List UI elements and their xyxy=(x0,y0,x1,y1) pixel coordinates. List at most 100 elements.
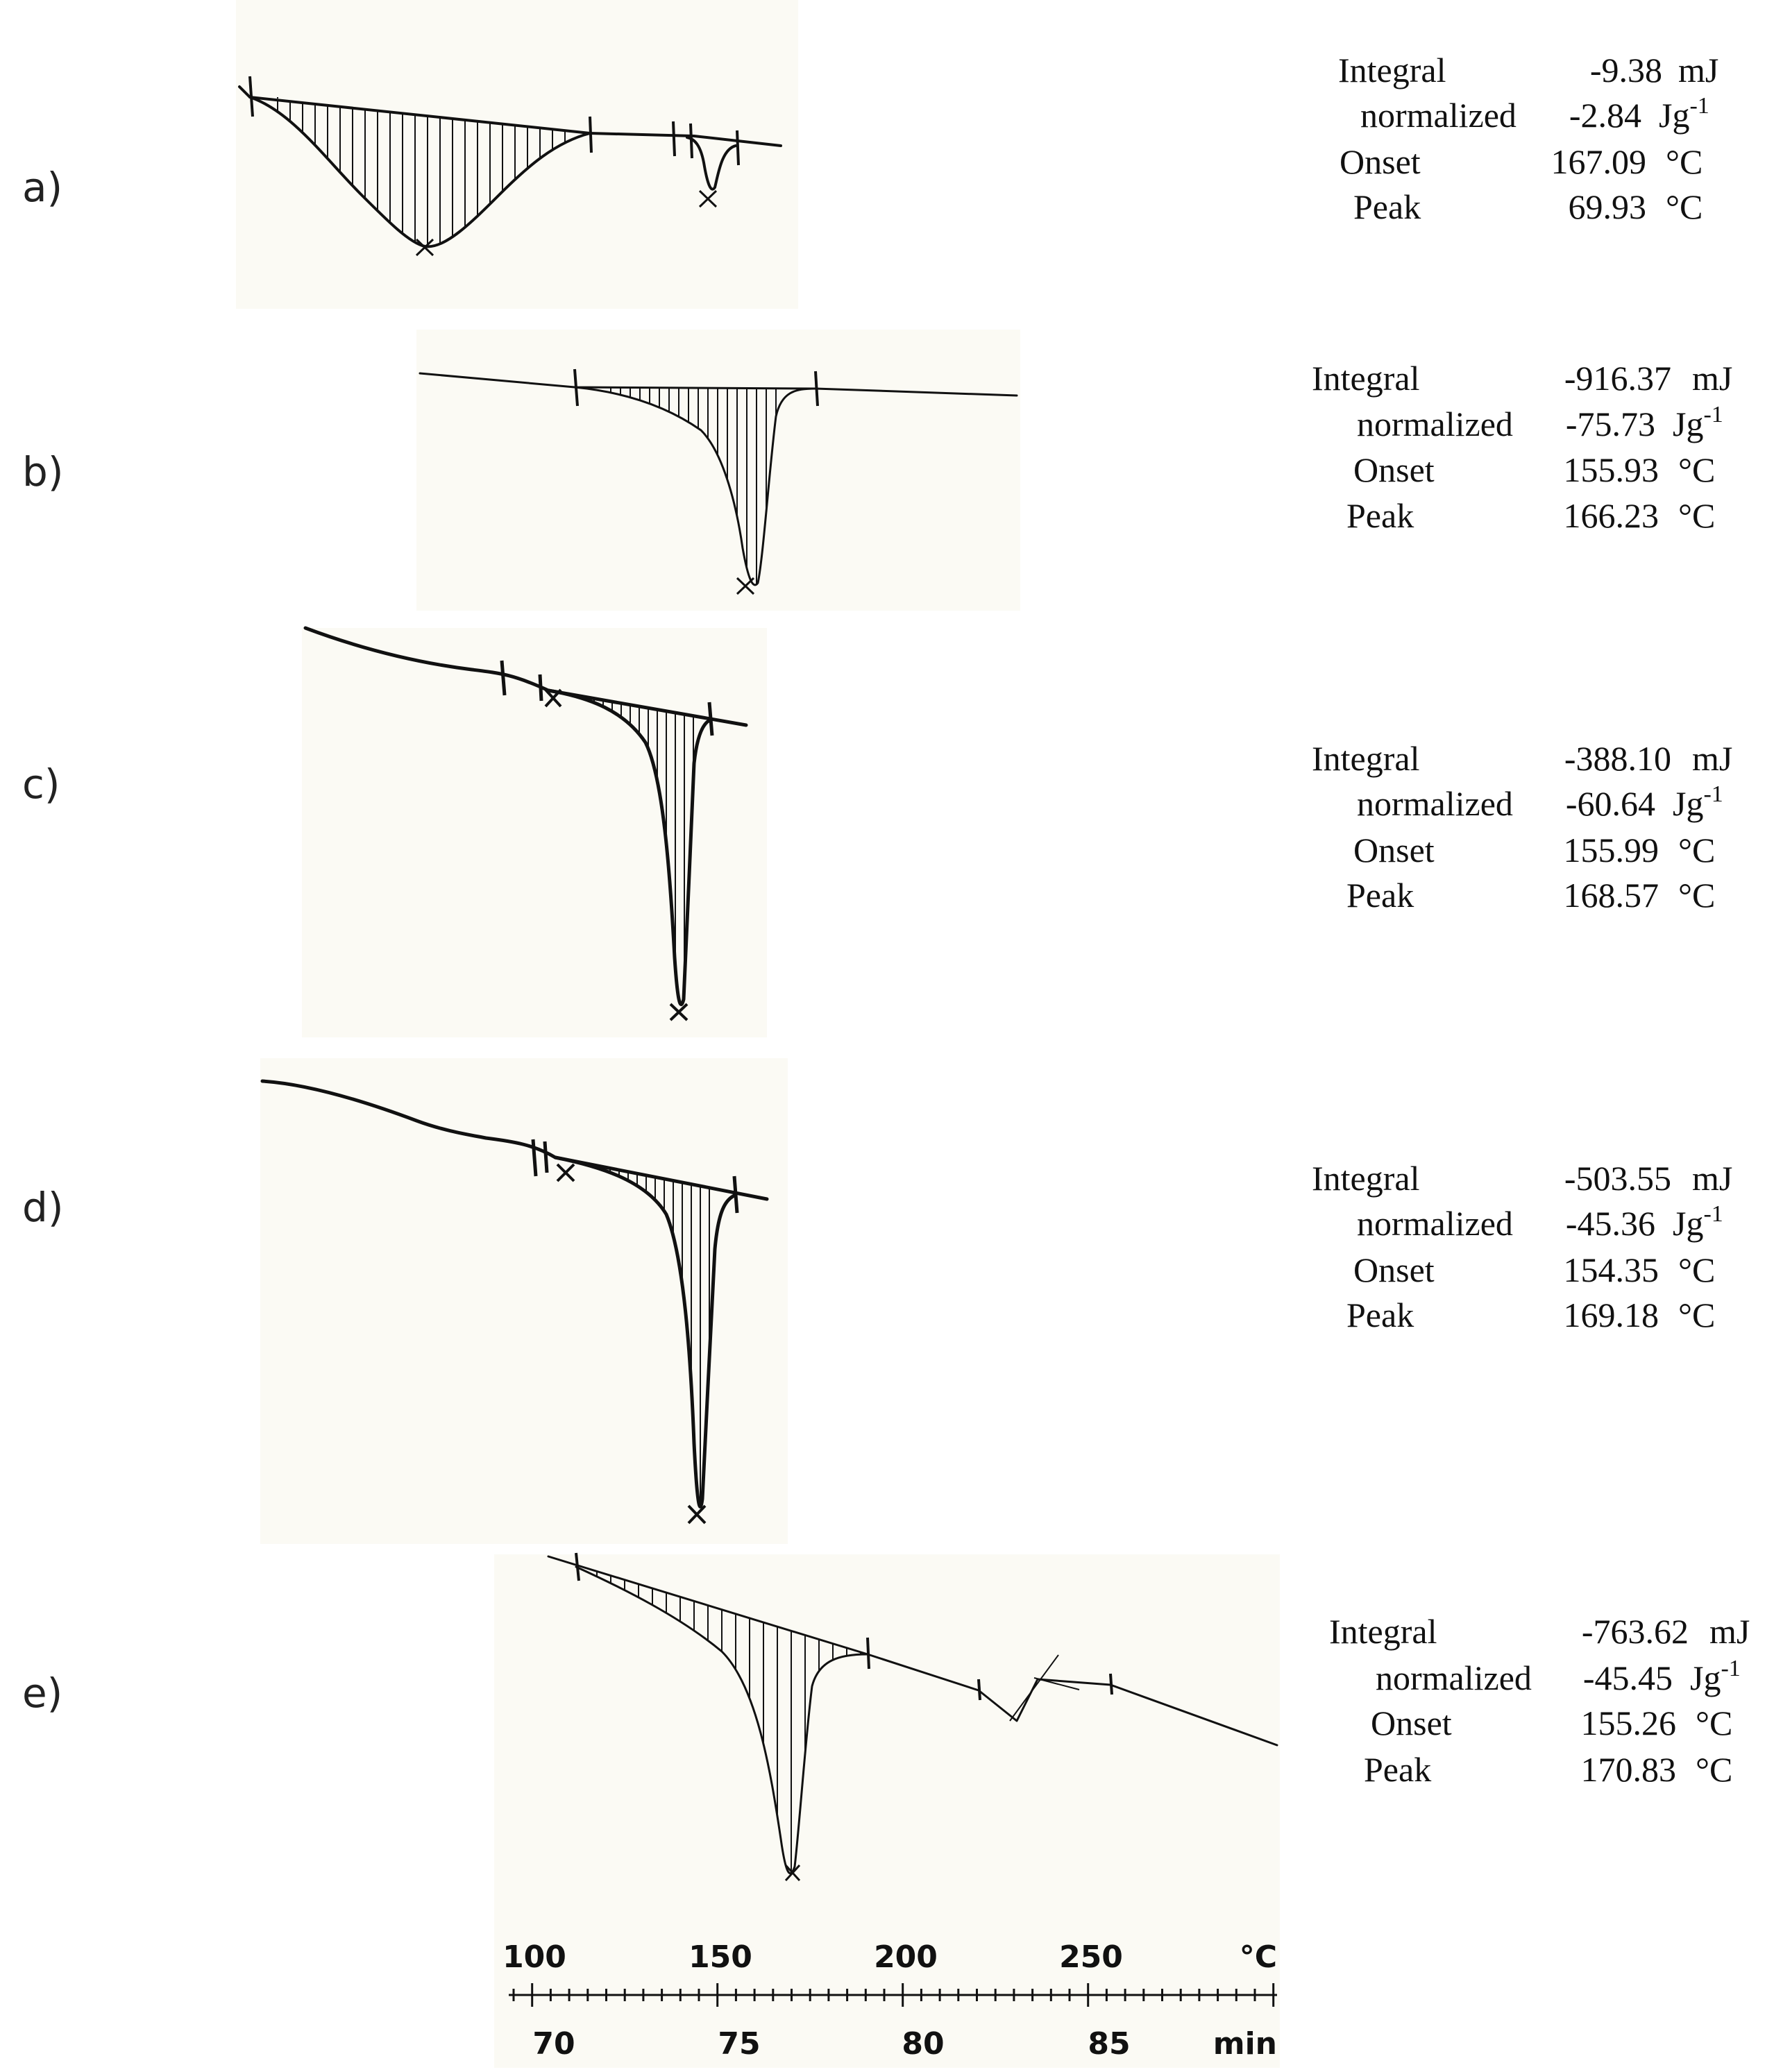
panel-b-normalized-unit: Jg-1 xyxy=(1673,402,1723,443)
panel-a-background xyxy=(236,0,798,309)
panel-d-peak-label: Peak xyxy=(1346,1296,1414,1334)
panel-c-label: c) xyxy=(22,761,60,808)
x-axis-ticks xyxy=(512,1983,1275,2007)
panel-d: d) Integral normalized Onset Peak -503.5… xyxy=(22,1058,1732,1544)
panel-c-markers xyxy=(500,660,714,1021)
panel-d-peak-value: 169.18 xyxy=(1564,1296,1659,1334)
panel-d-onset-unit: °C xyxy=(1678,1250,1715,1289)
panel-d-integral-label: Integral xyxy=(1312,1159,1419,1198)
panel-b-peak-curve xyxy=(573,386,817,586)
panel-c-onset-unit: °C xyxy=(1678,831,1715,869)
temp-tick-150: 150 xyxy=(689,1939,752,1975)
panel-a-label: a) xyxy=(22,164,62,211)
panel-e-integral-unit: mJ xyxy=(1709,1612,1750,1651)
time-tick-80: 80 xyxy=(902,2026,944,2062)
panel-d-results-table: Integral normalized Onset Peak -503.55 -… xyxy=(1312,1159,1732,1334)
panel-c: c) Integral normalized Onset Peak -388.1… xyxy=(22,626,1732,1037)
panel-a-onset-label: Onset xyxy=(1340,142,1421,181)
panel-b-onset-unit: °C xyxy=(1678,450,1715,489)
panel-e-background xyxy=(494,1554,1280,2068)
panel-c-results-table: Integral normalized Onset Peak -388.10 -… xyxy=(1312,739,1732,915)
temp-tick-250: 250 xyxy=(1059,1939,1123,1975)
panel-a-onset-value: 167.09 xyxy=(1551,142,1647,181)
panel-d-normalized-unit: Jg-1 xyxy=(1673,1201,1723,1243)
panel-a-integral-label: Integral xyxy=(1338,51,1446,90)
panel-d-integral-value: -503.55 xyxy=(1564,1159,1671,1198)
panel-a-integral-unit: mJ xyxy=(1678,51,1718,90)
panel-d-hatch xyxy=(600,1166,710,1507)
temp-tick-100: 100 xyxy=(502,1939,566,1975)
panel-b-peak-label: Peak xyxy=(1346,496,1414,535)
panel-c-onset-value: 155.99 xyxy=(1564,831,1659,869)
panel-c-integral-unit: mJ xyxy=(1692,739,1732,778)
panel-a-normalized-unit: Jg-1 xyxy=(1659,93,1709,135)
panel-a-results-table: Integral normalized Onset Peak -9.38 -2.… xyxy=(1338,51,1718,226)
panel-b-peak-unit: °C xyxy=(1678,496,1715,535)
panel-c-onset-label: Onset xyxy=(1353,831,1435,869)
panel-b-label: b) xyxy=(22,448,63,495)
time-tick-85: 85 xyxy=(1088,2026,1130,2062)
panel-e-normalized-unit: Jg-1 xyxy=(1690,1656,1741,1697)
panel-e-peak-label: Peak xyxy=(1364,1750,1431,1789)
x-axis: 100 150 200 250 °C 70 75 80 85 min xyxy=(502,1939,1277,2062)
panel-e-peak-curve xyxy=(575,1565,869,1875)
panel-d-peak-curve xyxy=(553,1155,738,1509)
panel-e-onset-value: 155.26 xyxy=(1581,1704,1677,1742)
panel-d-normalized-value: -45.36 xyxy=(1566,1204,1655,1243)
panel-c-normalized-value: -60.64 xyxy=(1566,784,1655,823)
panel-e-markers xyxy=(575,1552,1113,1882)
panel-e-results-table: Integral normalized Onset Peak -763.62 -… xyxy=(1329,1612,1750,1789)
panel-c-integral-value: -388.10 xyxy=(1564,739,1671,778)
panel-d-onset-value: 154.35 xyxy=(1564,1250,1659,1289)
panel-d-integral-unit: mJ xyxy=(1692,1159,1732,1198)
panel-d-markers xyxy=(531,1139,739,1525)
time-tick-75: 75 xyxy=(718,2026,760,2062)
panel-c-peak-label: Peak xyxy=(1346,876,1414,915)
panel-d-normalized-label: normalized xyxy=(1357,1204,1513,1243)
panel-d-peak-unit: °C xyxy=(1678,1296,1715,1334)
panel-e: e) Integral normalized Onset Peak -763.6… xyxy=(22,1552,1750,2068)
panel-e-onset-unit: °C xyxy=(1696,1704,1732,1742)
panel-a-peak-label: Peak xyxy=(1353,187,1421,226)
panel-b-normalized-value: -75.73 xyxy=(1566,405,1655,443)
panel-a-onset-unit: °C xyxy=(1666,142,1703,181)
temp-unit: °C xyxy=(1240,1939,1277,1975)
panel-b-onset-label: Onset xyxy=(1353,450,1435,489)
panel-c-normalized-label: normalized xyxy=(1357,784,1513,823)
panel-e-peak-unit: °C xyxy=(1696,1750,1732,1789)
panel-d-baseline xyxy=(260,1079,769,1201)
panel-a-peak-unit: °C xyxy=(1666,187,1703,226)
panel-a-peak-value: 69.93 xyxy=(1569,187,1647,226)
time-unit: min xyxy=(1213,2026,1277,2062)
panel-a-small-peak-curve xyxy=(686,136,737,191)
panel-b-baseline xyxy=(419,372,1018,397)
panel-b-markers xyxy=(573,368,819,595)
panel-c-peak-curve xyxy=(546,688,713,1006)
panel-c-background xyxy=(302,628,767,1037)
panel-a-normalized-value: -2.84 xyxy=(1569,96,1641,135)
panel-b-onset-value: 155.93 xyxy=(1564,450,1659,489)
panel-b: b) Integral normalized Onset Peak -916.3… xyxy=(22,330,1732,611)
panel-c-peak-unit: °C xyxy=(1678,876,1715,915)
panel-e-integral-label: Integral xyxy=(1329,1612,1437,1651)
panel-b-peak-value: 166.23 xyxy=(1564,496,1659,535)
panel-b-normalized-label: normalized xyxy=(1357,405,1513,443)
panel-a-normalized-label: normalized xyxy=(1360,96,1517,135)
panel-e-label: e) xyxy=(22,1670,62,1717)
temp-tick-200: 200 xyxy=(874,1939,938,1975)
panel-a-hatch xyxy=(277,97,566,247)
panel-e-integral-value: -763.62 xyxy=(1582,1612,1689,1651)
panel-b-background xyxy=(416,330,1020,611)
panel-b-results-table: Integral normalized Onset Peak -916.37 -… xyxy=(1312,359,1732,535)
panel-b-integral-unit: mJ xyxy=(1692,359,1732,398)
panel-a-integral-value: -9.38 xyxy=(1590,51,1662,90)
panel-c-hatch xyxy=(584,697,694,987)
panel-e-peak-value: 170.83 xyxy=(1581,1750,1677,1789)
panel-a: a) Integral normalized Onset Peak -9.38 … xyxy=(22,0,1718,309)
panel-d-label: d) xyxy=(22,1184,63,1231)
time-tick-70: 70 xyxy=(532,2026,575,2062)
panel-c-integral-label: Integral xyxy=(1312,739,1419,778)
panel-e-normalized-value: -45.45 xyxy=(1583,1658,1673,1697)
panel-c-peak-value: 168.57 xyxy=(1564,876,1659,915)
